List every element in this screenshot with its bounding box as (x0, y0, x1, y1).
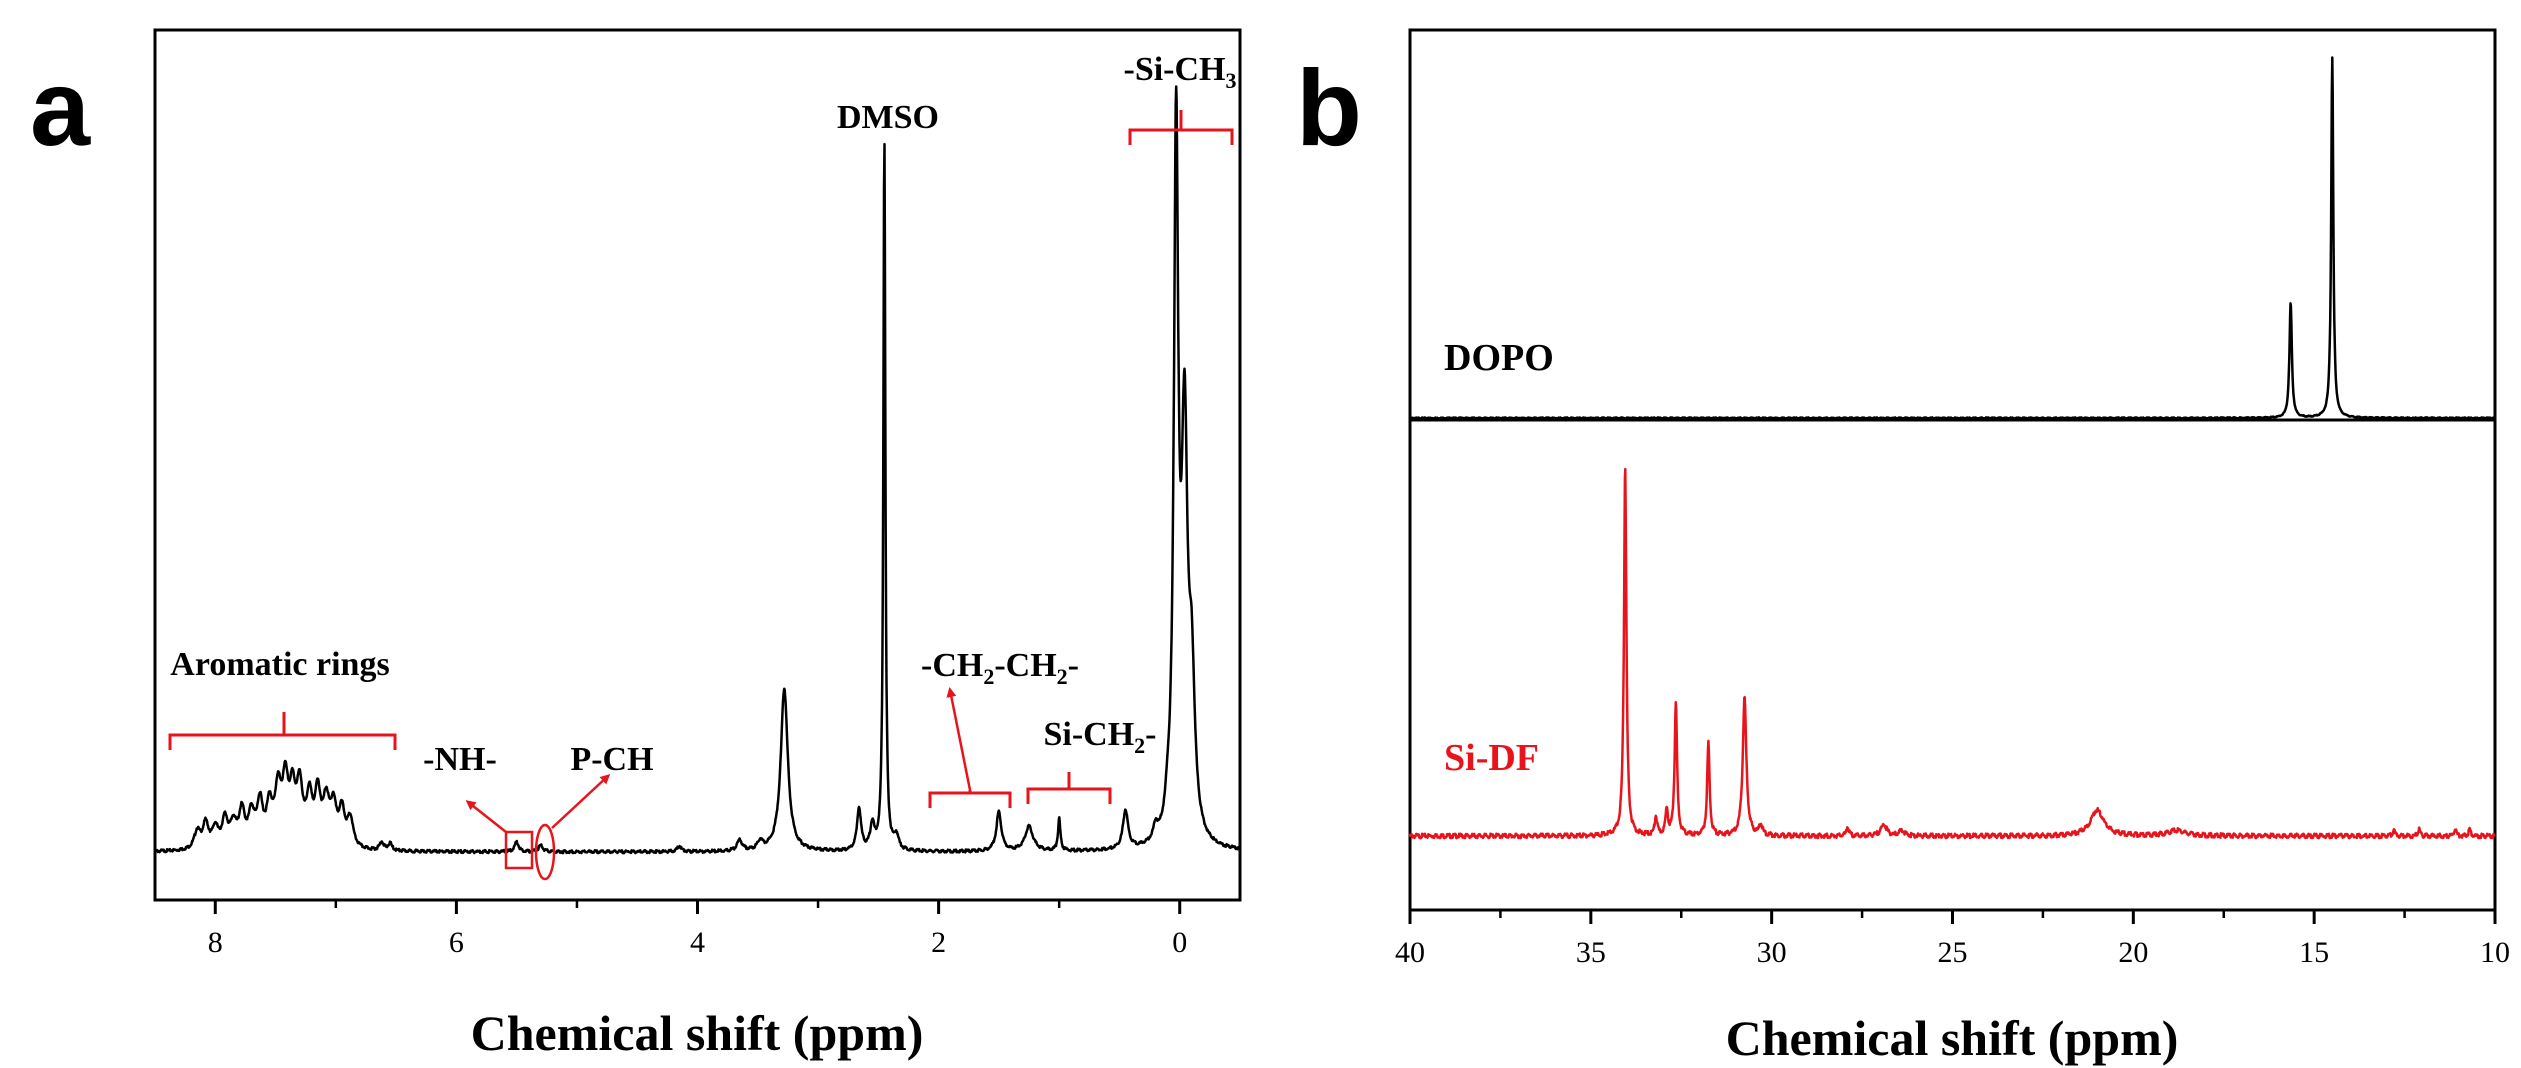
panel-a-frame (153, 28, 1242, 902)
ch2-ch2-label: -CH2-CH2- (921, 647, 1079, 689)
a-tick-label-3: 2 (931, 926, 946, 959)
b-tick-label-2: 30 (1757, 936, 1787, 969)
a-tick-label-2: 4 (690, 926, 705, 959)
dmso-label: DMSO (837, 99, 939, 136)
si-ch3-label-sub: 3 (1226, 68, 1237, 93)
a-tick-label-4: 0 (1172, 926, 1187, 959)
panel-b-label: b (1296, 47, 1362, 168)
panel-b-x-axis-title: Chemical shift (ppm) (1726, 1010, 2179, 1066)
p-ch-arrow (551, 773, 611, 829)
panel-b-spectra (1408, 56, 2496, 840)
aromatic-rings-bracket (168, 712, 397, 750)
si-ch2-label-end: - (1145, 716, 1156, 753)
panel-a-x-axis-title: Chemical shift (ppm) (471, 1005, 924, 1061)
ch2-ch2-label-sub2: 2 (1057, 664, 1068, 689)
ch2-ch2-bracket (928, 790, 1012, 808)
panel-a-label: a (30, 47, 91, 168)
si-ch3-label: -Si-CH3 (1124, 51, 1237, 93)
dopo-legend-label: DOPO (1444, 337, 1554, 379)
ch2-ch2-label-sub1: 2 (983, 664, 994, 689)
si-df-legend-label: Si-DF (1444, 737, 1539, 779)
si-ch3-label-main: -Si-CH (1124, 51, 1226, 88)
a-spectrum-line (153, 85, 1241, 855)
nh-label: -NH- (423, 741, 497, 778)
ch2-ch2-label-part2: -CH (994, 647, 1056, 684)
b-tick-label-0: 40 (1395, 936, 1425, 969)
si-ch2-label-main: Si-CH (1043, 716, 1134, 753)
p-ch-label: P-CH (570, 741, 653, 778)
p-ch-highlight-ellipse (534, 823, 556, 881)
b-tick-label-5: 15 (2299, 936, 2329, 969)
panel-a-spectrum (153, 85, 1241, 855)
ch2-ch2-arrow (946, 687, 972, 791)
si-ch2-label: Si-CH2- (1043, 716, 1156, 758)
si-ch2-label-sub: 2 (1134, 733, 1145, 758)
b-tick-label-1: 35 (1576, 936, 1606, 969)
panel-b-x-ticks: 40 35 30 25 20 15 10 (1395, 910, 2510, 969)
a-tick-label-1: 6 (449, 926, 464, 959)
si-df-spectrum-line (1408, 467, 2496, 840)
dopo-spectrum-line (1409, 56, 2496, 420)
nh-highlight-box (504, 830, 534, 870)
si-ch3-bracket (1128, 110, 1234, 145)
nh-arrow (465, 800, 507, 833)
b-tick-label-3: 25 (1938, 936, 1968, 969)
a-tick-label-0: 8 (208, 926, 223, 959)
aromatic-rings-label: Aromatic rings (170, 646, 389, 683)
panel-b: b 40 35 30 25 20 15 10 Chemical shift (ppm) DO… (1296, 28, 2510, 1066)
b-tick-label-6: 10 (2480, 936, 2510, 969)
ch2-ch2-label-part1: -CH (921, 647, 983, 684)
panel-a-x-ticks: 8 6 4 2 0 (208, 900, 1187, 959)
si-ch2-bracket (1026, 772, 1112, 804)
b-tick-label-4: 20 (2118, 936, 2148, 969)
ch2-ch2-label-part3: - (1068, 647, 1079, 684)
